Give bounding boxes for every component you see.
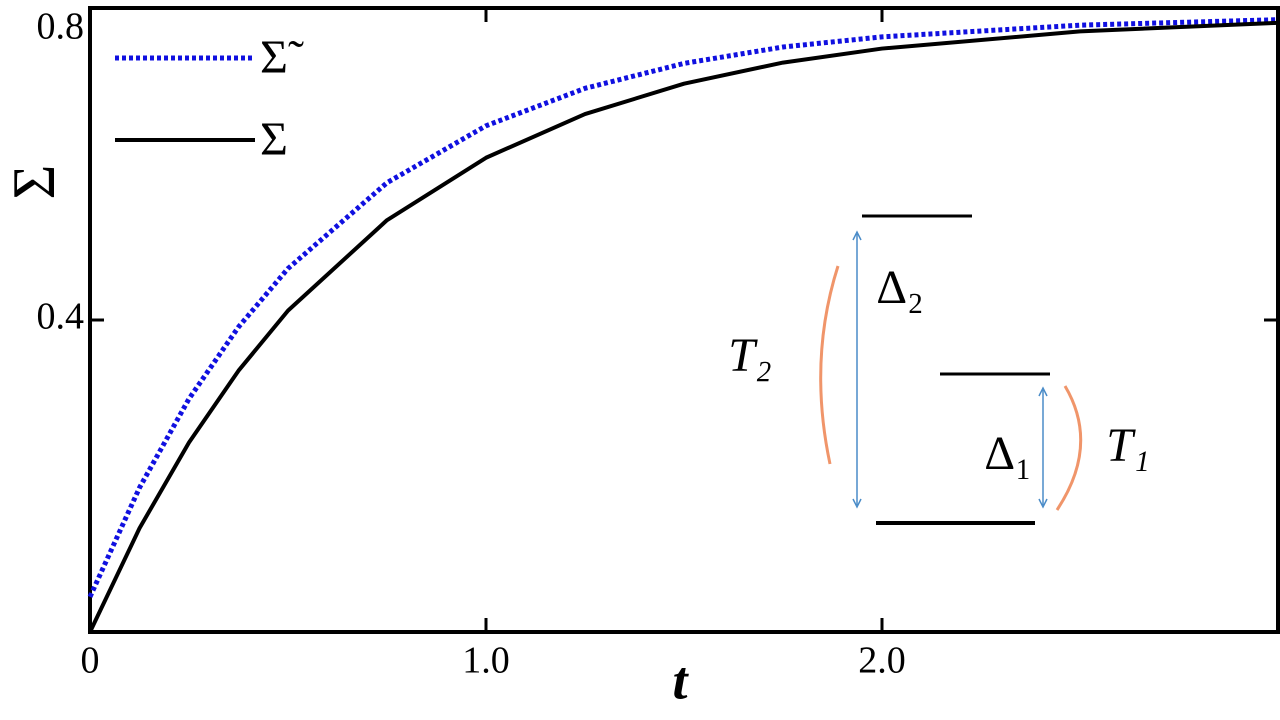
plot-frame — [88, 6, 1280, 634]
arrow-head — [1038, 386, 1048, 509]
x-tick-label: 1.0 — [462, 640, 510, 682]
legend-label: Σ — [260, 113, 288, 166]
series-line — [87, 17, 1279, 598]
annotation: Δ₁ — [984, 427, 1032, 480]
y-tick-label: 0.4 — [37, 296, 85, 338]
arc — [819, 265, 840, 465]
y-tick-label: 0.8 — [37, 6, 85, 48]
series-line — [88, 20, 1279, 633]
annotation: T₁ — [1106, 419, 1149, 472]
annotation: T₂ — [728, 329, 771, 382]
x-axis-label: t — [672, 650, 689, 710]
arc — [1055, 385, 1083, 511]
annotation: Δ₂ — [876, 261, 924, 314]
legend-label: Σ̃ — [260, 31, 304, 84]
x-tick-label: 0 — [81, 640, 100, 682]
x-tick-label: 2.0 — [858, 640, 906, 682]
arrow-head — [852, 230, 862, 509]
inset-diagram: T₂ Δ₂ Δ₁ T₁ — [728, 214, 1150, 525]
y-axis-label: Σ — [1, 165, 67, 200]
